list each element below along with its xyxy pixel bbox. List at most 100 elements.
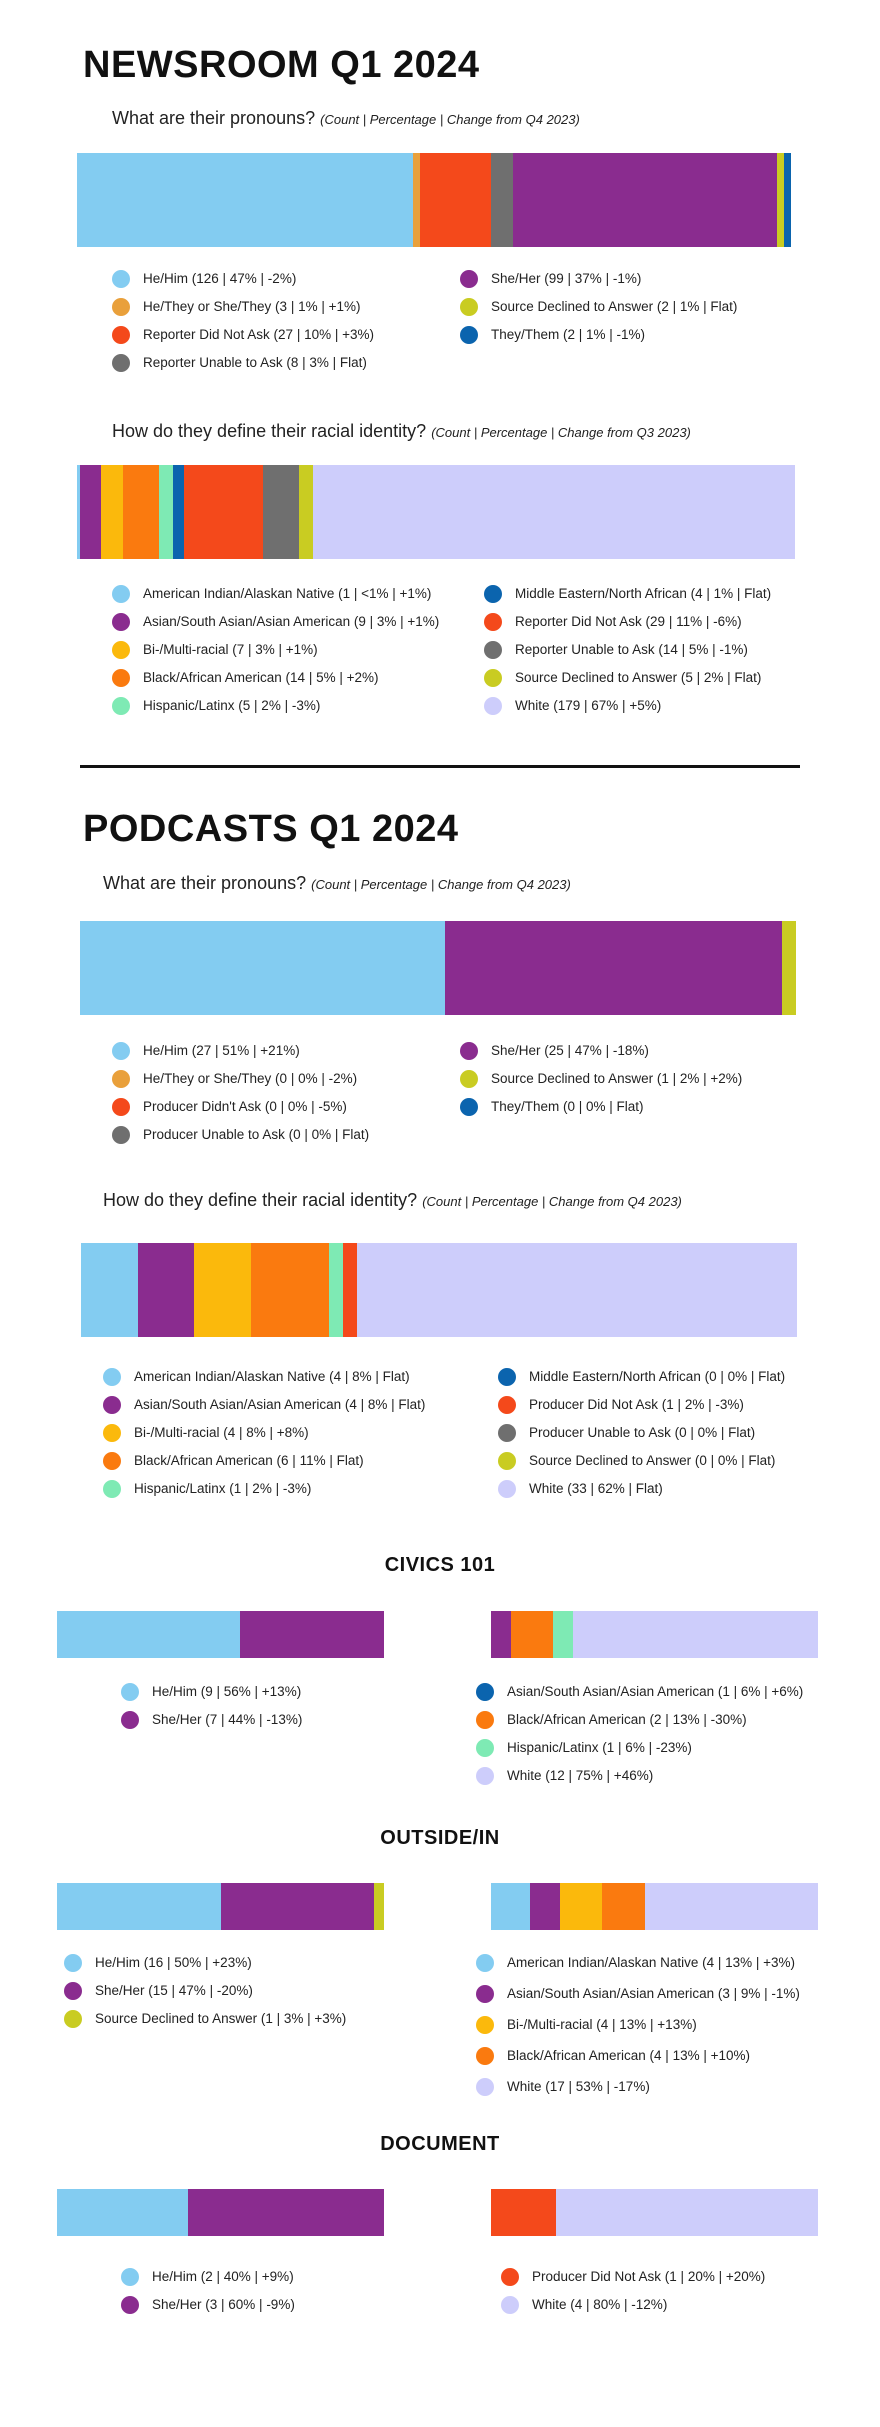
legend-label: She/Her (25 | 47% | -18%)	[491, 1043, 649, 1058]
legend-swatch	[112, 1042, 130, 1060]
bar-segment-source-declined-to-answer	[374, 1883, 384, 1930]
legend-label: Producer Unable to Ask (0 | 0% | Flat)	[143, 1127, 370, 1142]
question-note: (Count | Percentage | Change from Q3 202…	[431, 425, 691, 440]
legend-swatch	[498, 1424, 516, 1442]
outside-in-pronouns-bar	[57, 1883, 384, 1930]
legend-swatch	[484, 641, 502, 659]
bar-segment-hispanic-latinx	[553, 1611, 573, 1658]
bar-segment-reporter-unable-to-ask	[263, 465, 299, 559]
question-text: What are their pronouns?	[103, 873, 307, 893]
legend-label: Bi-/Multi-racial (4 | 8% | +8%)	[134, 1425, 309, 1440]
legend-label: Black/African American (14 | 5% | +2%)	[143, 670, 379, 685]
podcasts-title: PODCASTS Q1 2024	[83, 808, 459, 850]
legend-swatch	[103, 1424, 121, 1442]
bar-segment-he-him	[57, 1883, 221, 1930]
legend-swatch	[112, 1126, 130, 1144]
legend-label: Middle Eastern/North African (4 | 1% | F…	[515, 586, 772, 601]
bar-segment-black-african-american	[122, 465, 159, 559]
newsroom-pronouns-bar	[77, 153, 791, 247]
question-text: How do they define their racial identity…	[103, 1190, 418, 1210]
newsroom-title: NEWSROOM Q1 2024	[83, 44, 480, 86]
legend-label: American Indian/Alaskan Native (4 | 13% …	[507, 1955, 796, 1970]
legend-swatch	[460, 326, 478, 344]
legend-label: Source Declined to Answer (2 | 1% | Flat…	[491, 299, 738, 314]
legend-swatch	[112, 669, 130, 687]
bar-segment-asian-south-asian-asian-american	[530, 1883, 560, 1930]
legend-swatch	[484, 669, 502, 687]
bar-segment-hispanic-latinx	[158, 465, 174, 559]
show-title-civics-101: CIVICS 101	[384, 1554, 496, 1576]
legend-swatch	[112, 354, 130, 372]
legend-label: Reporter Did Not Ask (29 | 11% | -6%)	[515, 614, 742, 629]
legend-label: Asian/South Asian/Asian American (1 | 6%…	[507, 1684, 804, 1699]
legend-label: Source Declined to Answer (1 | 3% | +3%)	[95, 2011, 347, 2026]
legend-label: She/Her (99 | 37% | -1%)	[491, 271, 642, 286]
legend-label: She/Her (7 | 44% | -13%)	[152, 1712, 303, 1727]
legend-swatch	[64, 1954, 82, 1972]
newsroom-race-bar	[77, 465, 795, 559]
legend-swatch	[476, 2078, 494, 2096]
legend-swatch	[112, 1070, 130, 1088]
legend-label: Black/African American (6 | 11% | Flat)	[134, 1453, 364, 1468]
podcasts-race-bar	[81, 1243, 797, 1337]
question-note: (Count | Percentage | Change from Q4 202…	[311, 877, 571, 892]
legend-label: She/Her (3 | 60% | -9%)	[152, 2297, 295, 2312]
bar-segment-white	[313, 465, 795, 559]
legend-swatch	[501, 2268, 519, 2286]
legend-label: He/Him (9 | 56% | +13%)	[152, 1684, 302, 1699]
bar-segment-she-her	[187, 2189, 384, 2236]
legend-label: American Indian/Alaskan Native (4 | 8% |…	[134, 1369, 410, 1384]
legend-label: Reporter Did Not Ask (27 | 10% | +3%)	[143, 327, 374, 342]
legend-label: They/Them (0 | 0% | Flat)	[491, 1099, 644, 1114]
legend-swatch	[484, 613, 502, 631]
bar-segment-he-they-or-she-they	[412, 153, 420, 247]
bar-segment-bi-multi-racial	[101, 465, 123, 559]
legend-swatch	[476, 2047, 494, 2065]
legend-swatch	[103, 1396, 121, 1414]
legend-swatch	[484, 697, 502, 715]
bar-segment-middle-eastern-north-african	[173, 465, 184, 559]
legend-label: Source Declined to Answer (5 | 2% | Flat…	[515, 670, 762, 685]
legend-label: White (17 | 53% | -17%)	[507, 2079, 650, 2094]
legend-label: He/Him (126 | 47% | -2%)	[143, 271, 297, 286]
legend-label: He/They or She/They (0 | 0% | -2%)	[143, 1071, 358, 1086]
legend-swatch	[501, 2296, 519, 2314]
bar-segment-white	[556, 2189, 818, 2236]
legend-label: Producer Did Not Ask (1 | 2% | -3%)	[529, 1397, 744, 1412]
legend-swatch	[103, 1452, 121, 1470]
section-divider	[80, 765, 800, 768]
bar-segment-white	[644, 1883, 818, 1930]
legend-swatch	[476, 2016, 494, 2034]
legend-label: Reporter Unable to Ask (14 | 5% | -1%)	[515, 642, 748, 657]
podcasts-race-question: How do they define their racial identity…	[103, 1190, 682, 1211]
bar-segment-source-declined-to-answer	[781, 921, 796, 1015]
legend-swatch	[103, 1480, 121, 1498]
legend-swatch	[64, 1982, 82, 2000]
bar-segment-bi-multi-racial	[194, 1243, 252, 1337]
legend-label: He/Him (16 | 50% | +23%)	[95, 1955, 252, 1970]
legend-label: Asian/South Asian/Asian American (4 | 8%…	[134, 1397, 426, 1412]
legend-swatch	[498, 1368, 516, 1386]
legend-swatch	[112, 1098, 130, 1116]
legend-label: White (4 | 80% | -12%)	[532, 2297, 668, 2312]
question-text: What are their pronouns?	[112, 108, 316, 128]
legend-label: He/Him (27 | 51% | +21%)	[143, 1043, 300, 1058]
show-title-outside-in: OUTSIDE/IN	[380, 1827, 500, 1849]
legend-label: He/They or She/They (3 | 1% | +1%)	[143, 299, 361, 314]
bar-segment-he-him	[57, 1611, 241, 1658]
legend-swatch	[460, 298, 478, 316]
bar-segment-black-african-american	[602, 1883, 645, 1930]
legend-label: Hispanic/Latinx (1 | 6% | -23%)	[507, 1740, 692, 1755]
question-note: (Count | Percentage | Change from Q4 202…	[320, 112, 580, 127]
legend-swatch	[476, 1683, 494, 1701]
bar-segment-he-him	[77, 153, 413, 247]
legend-swatch	[121, 2296, 139, 2314]
bar-segment-source-declined-to-answer	[776, 153, 784, 247]
legend-swatch	[112, 298, 130, 316]
legend-label: Producer Unable to Ask (0 | 0% | Flat)	[529, 1425, 756, 1440]
legend-label: White (12 | 75% | +46%)	[507, 1768, 654, 1783]
bar-segment-reporter-did-not-ask	[419, 153, 492, 247]
bar-segment-she-her	[512, 153, 777, 247]
bar-segment-american-indian-alaskan-native	[81, 1243, 138, 1337]
civics-101-pronouns-bar	[57, 1611, 384, 1658]
